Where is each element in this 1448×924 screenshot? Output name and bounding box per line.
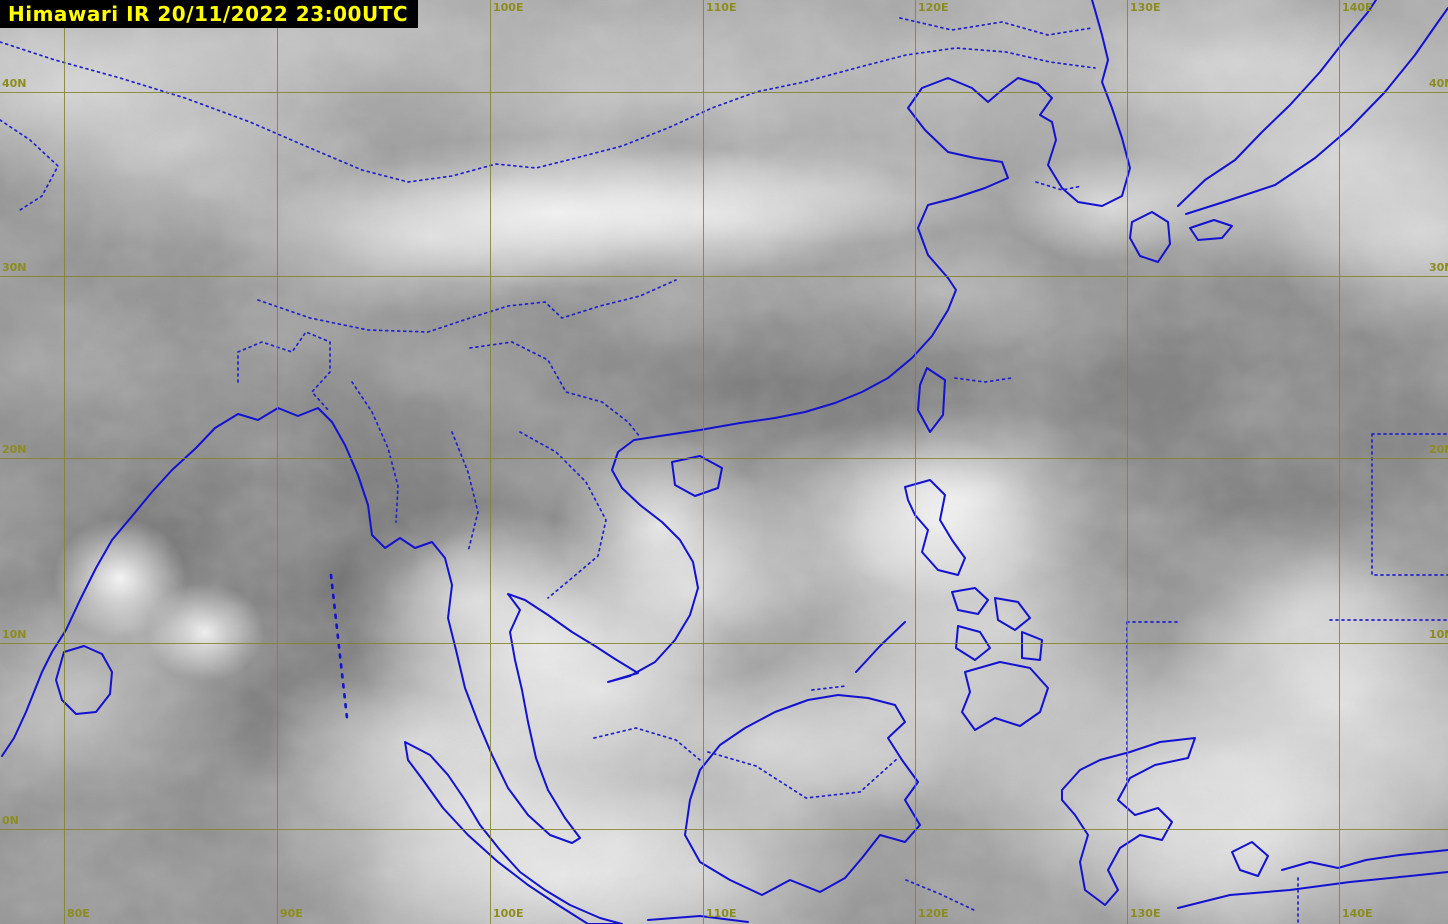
grid-label-bottom-130E: 130E — [1130, 907, 1161, 920]
marine-boundary-pacific-box — [1126, 433, 1448, 924]
coastline-india — [1, 427, 216, 757]
coastline-sumatra — [404, 741, 623, 924]
grid-label-bottom-100E: 100E — [493, 907, 524, 920]
coastline-mainland-asia — [214, 0, 1131, 844]
title-text: Himawari IR 20/11/2022 23:00UTC — [8, 2, 409, 26]
grid-meridian-110E — [703, 0, 704, 924]
border-nepal-ne-india — [257, 279, 677, 333]
marine-boundary-vietnam-east — [811, 685, 847, 691]
grid-label-top-120E: 120E — [918, 1, 949, 14]
coastline-sulawesi — [1061, 737, 1196, 906]
grid-label-bottom-110E: 110E — [706, 907, 737, 920]
grid-label-bottom-80E: 80E — [67, 907, 90, 920]
coastline-moluccas — [1177, 841, 1448, 909]
coastline-borneo — [684, 694, 921, 896]
grid-label-left-0N: 0N — [2, 814, 19, 827]
coastline-andaman-chain — [329, 573, 349, 720]
coastline-hainan — [671, 455, 723, 497]
grid-label-right-20N: 20N — [1429, 443, 1448, 456]
grid-label-left-10N: 10N — [2, 628, 27, 641]
coastline-palawan — [855, 621, 906, 673]
grid-label-bottom-90E: 90E — [280, 907, 303, 920]
title-bar: Himawari IR 20/11/2022 23:00UTC — [0, 0, 419, 28]
coastline-kyushu — [1129, 211, 1171, 263]
grid-label-right-30N: 30N — [1429, 261, 1448, 274]
coastline-mindanao — [961, 661, 1049, 731]
grid-label-left-30N: 30N — [2, 261, 27, 274]
grid-label-top-130E: 130E — [1130, 1, 1161, 14]
coastline-shikoku — [1189, 219, 1233, 241]
grid-meridian-90E — [277, 0, 278, 924]
border-laos-vietnam — [519, 431, 607, 599]
grid-parallel-0N — [0, 829, 1448, 830]
grid-label-top-110E: 110E — [706, 1, 737, 14]
grid-label-bottom-120E: 120E — [918, 907, 949, 920]
grid-parallel-30N — [0, 276, 1448, 277]
coastline-visayas — [951, 587, 1043, 661]
border-taiwan-strait-islets — [954, 377, 1013, 383]
coastline-taiwan — [917, 367, 946, 433]
border-china-russia — [899, 17, 1093, 36]
coastline-java — [647, 915, 749, 923]
grid-label-left-20N: 20N — [2, 443, 27, 456]
grid-label-right-40N: 40N — [1429, 77, 1448, 90]
grid-meridian-80E — [64, 0, 65, 924]
marine-boundary-sulu — [905, 879, 975, 911]
grid-meridian-130E — [1127, 0, 1128, 924]
border-bangladesh — [237, 331, 331, 413]
grid-label-top-100E: 100E — [493, 1, 524, 14]
grid-label-right-10N: 10N — [1429, 628, 1448, 641]
grid-label-left-40N: 40N — [2, 77, 27, 90]
border-nw-india — [0, 119, 59, 211]
grid-meridian-120E — [915, 0, 916, 924]
border-himalaya — [0, 41, 1096, 183]
coastline-sri-lanka — [55, 645, 113, 715]
grid-parallel-10N — [0, 643, 1448, 644]
grid-label-top-140E: 140E — [1342, 1, 1373, 14]
border-myanmar-india — [351, 381, 399, 523]
grid-meridian-100E — [490, 0, 491, 924]
border-china-vietnam — [469, 341, 641, 438]
grid-parallel-20N — [0, 458, 1448, 459]
coastline-honshu — [1177, 0, 1448, 215]
border-kalimantan — [707, 751, 899, 799]
grid-label-bottom-140E: 140E — [1342, 907, 1373, 920]
grid-meridian-140E — [1339, 0, 1340, 924]
grid-parallel-40N — [0, 92, 1448, 93]
